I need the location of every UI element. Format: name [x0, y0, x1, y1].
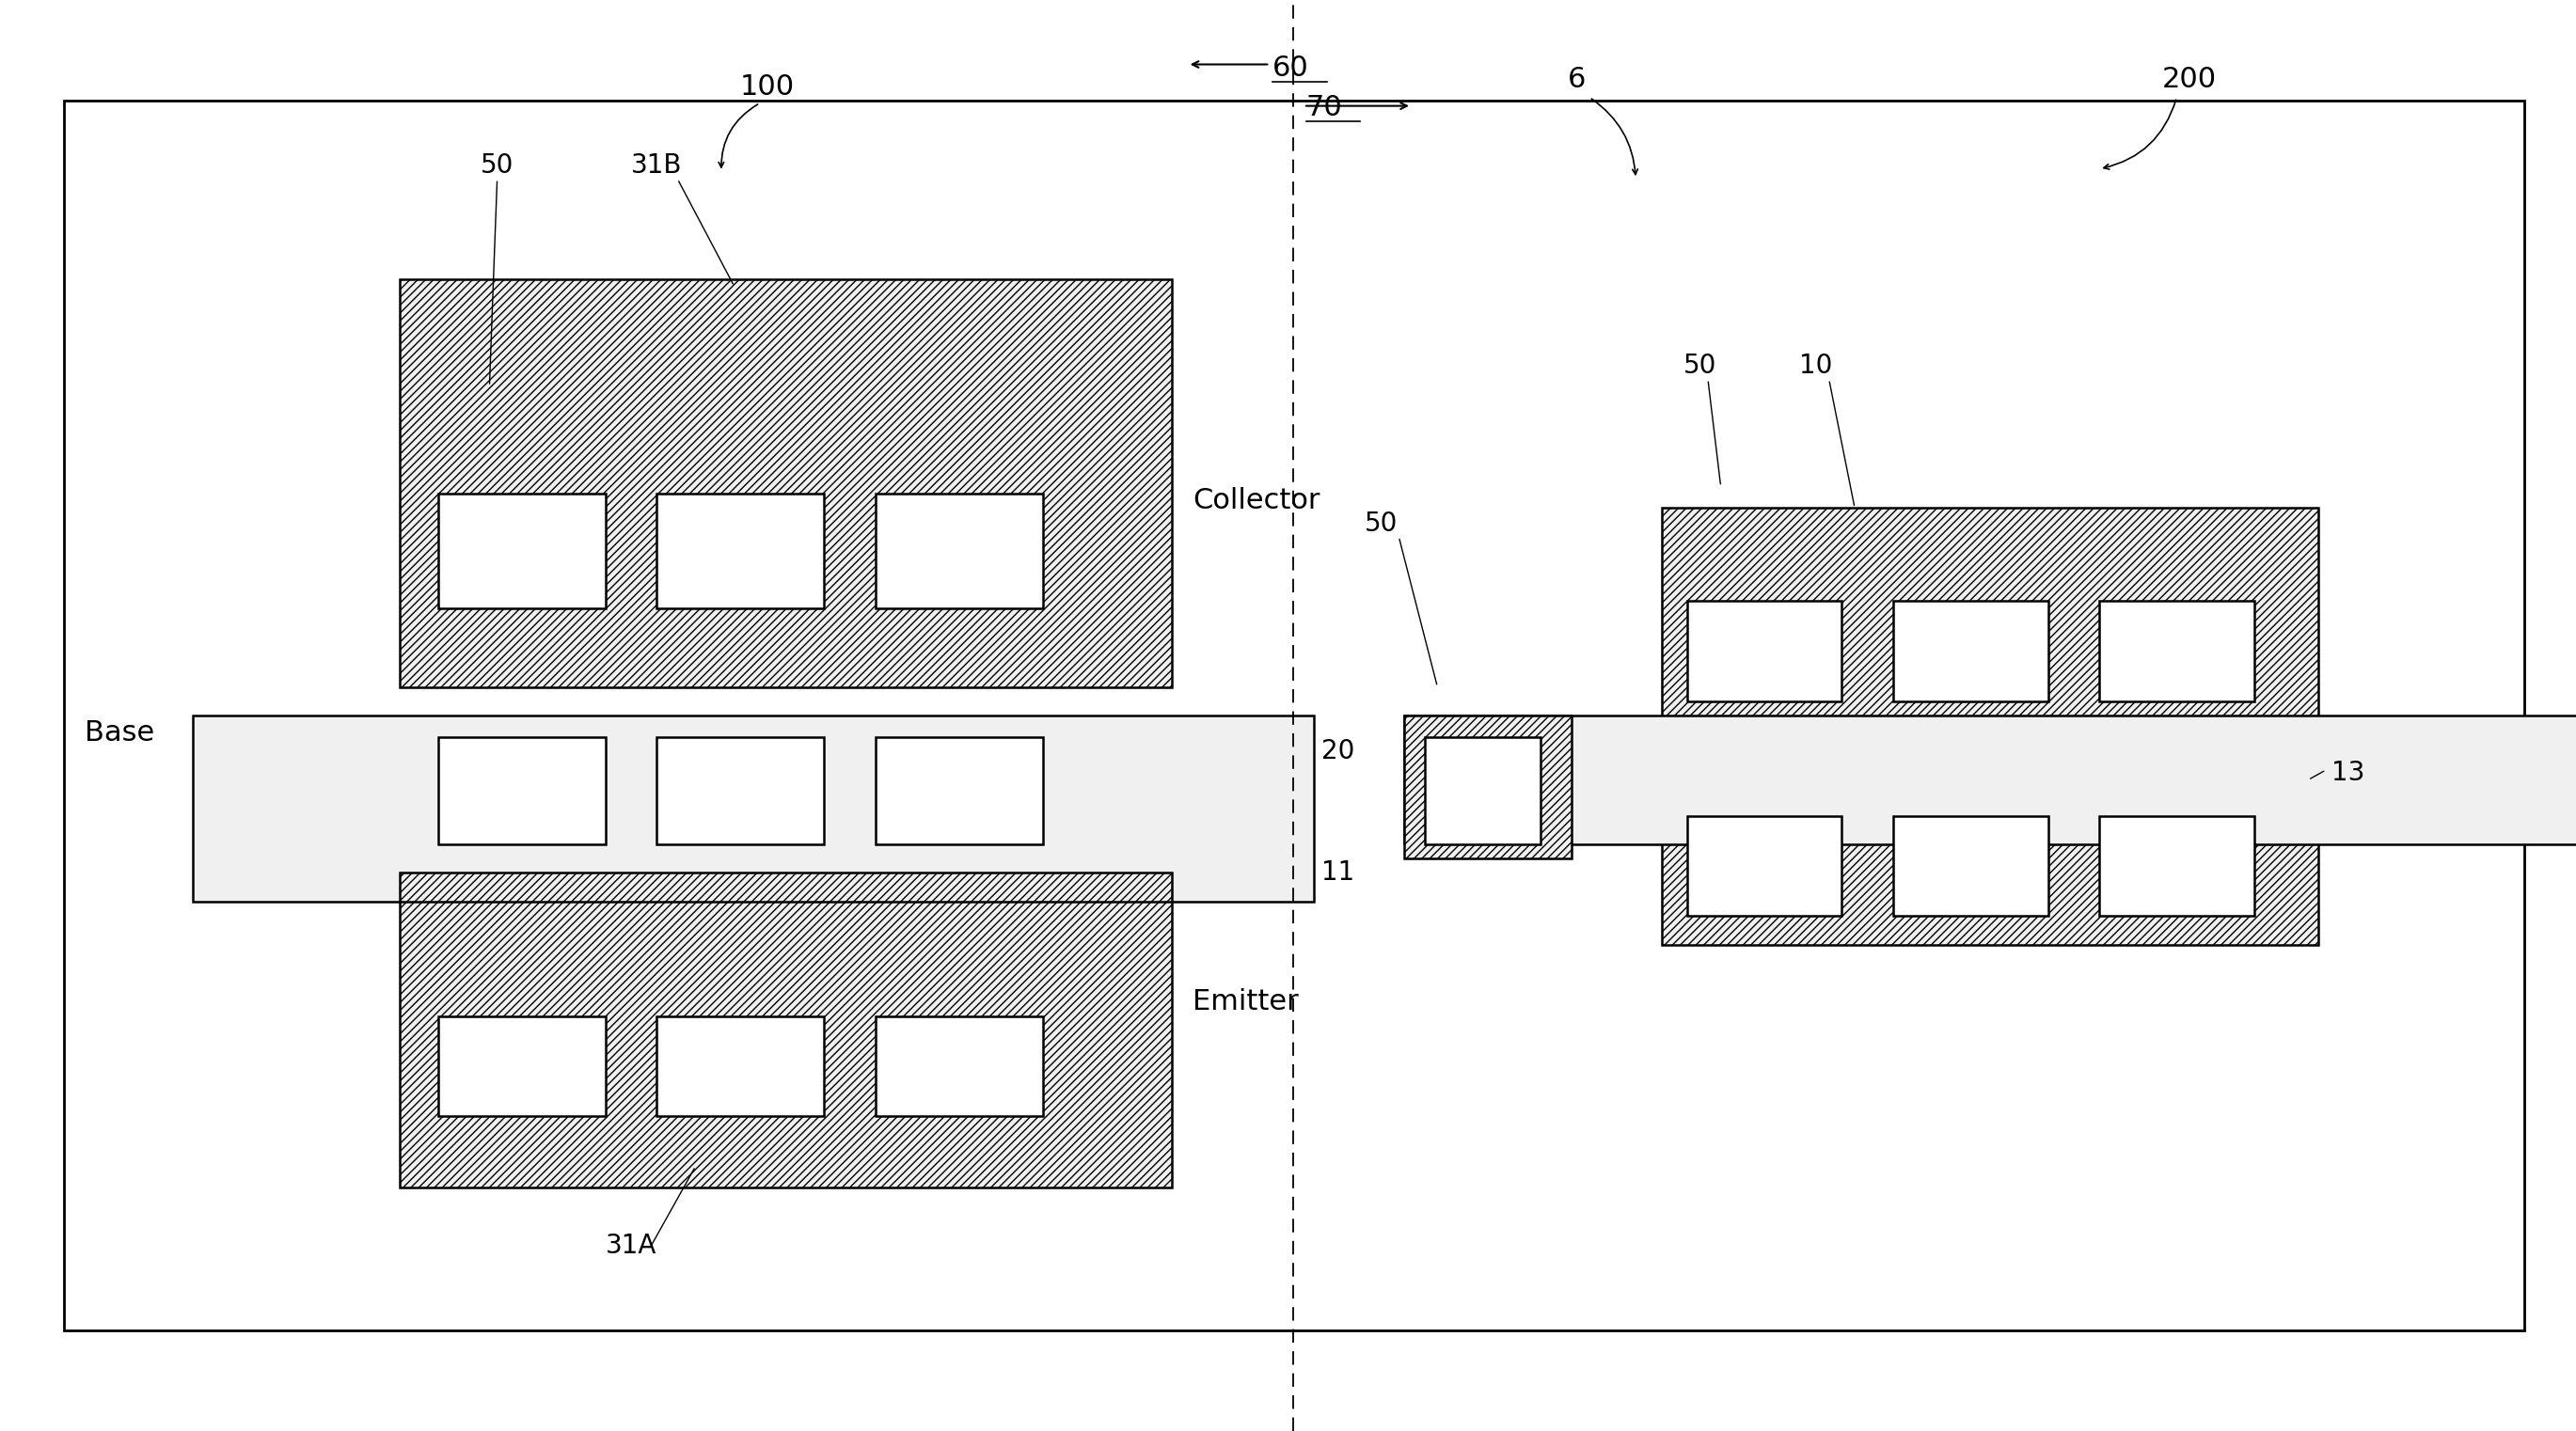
Text: Collector: Collector: [1193, 487, 1319, 515]
Text: 31A: 31A: [605, 1234, 657, 1259]
Bar: [657, 737, 824, 844]
Text: 6: 6: [1566, 66, 1587, 93]
Bar: [657, 494, 824, 608]
Text: 50: 50: [482, 153, 513, 179]
Bar: [1687, 601, 1842, 701]
Bar: [2099, 601, 2254, 701]
Text: Emitter: Emitter: [1193, 987, 1298, 1016]
Bar: [876, 1016, 1043, 1116]
Text: 11: 11: [1321, 860, 1355, 886]
Bar: [438, 1016, 605, 1116]
Bar: [1425, 737, 1540, 844]
Bar: [193, 809, 1314, 902]
Bar: [1893, 816, 2048, 916]
Text: 20: 20: [1321, 738, 1355, 764]
Text: 50: 50: [1685, 353, 1716, 379]
Text: Base: Base: [85, 718, 155, 747]
Bar: [399, 873, 1172, 1188]
Text: 60: 60: [1273, 54, 1309, 82]
Text: 31B: 31B: [631, 153, 683, 179]
Bar: [193, 716, 1314, 902]
Text: 100: 100: [739, 73, 796, 100]
Text: 13: 13: [2331, 760, 2365, 786]
Bar: [438, 737, 605, 844]
Bar: [1893, 601, 2048, 701]
Bar: [64, 100, 2524, 1331]
Bar: [1404, 716, 1571, 859]
Bar: [1404, 780, 2576, 844]
Bar: [1404, 716, 2576, 844]
Bar: [193, 716, 1314, 809]
Bar: [2099, 816, 2254, 916]
Bar: [1687, 816, 1842, 916]
Bar: [876, 494, 1043, 608]
Bar: [1404, 716, 2576, 780]
Text: 70: 70: [1306, 94, 1342, 122]
Text: 10: 10: [1801, 353, 1832, 379]
Bar: [876, 737, 1043, 844]
Bar: [438, 494, 605, 608]
Bar: [1662, 508, 2318, 730]
Text: 200: 200: [2161, 66, 2218, 93]
Bar: [657, 1016, 824, 1116]
Bar: [399, 279, 1172, 687]
Bar: [1662, 723, 2318, 944]
Text: 50: 50: [1365, 511, 1396, 537]
